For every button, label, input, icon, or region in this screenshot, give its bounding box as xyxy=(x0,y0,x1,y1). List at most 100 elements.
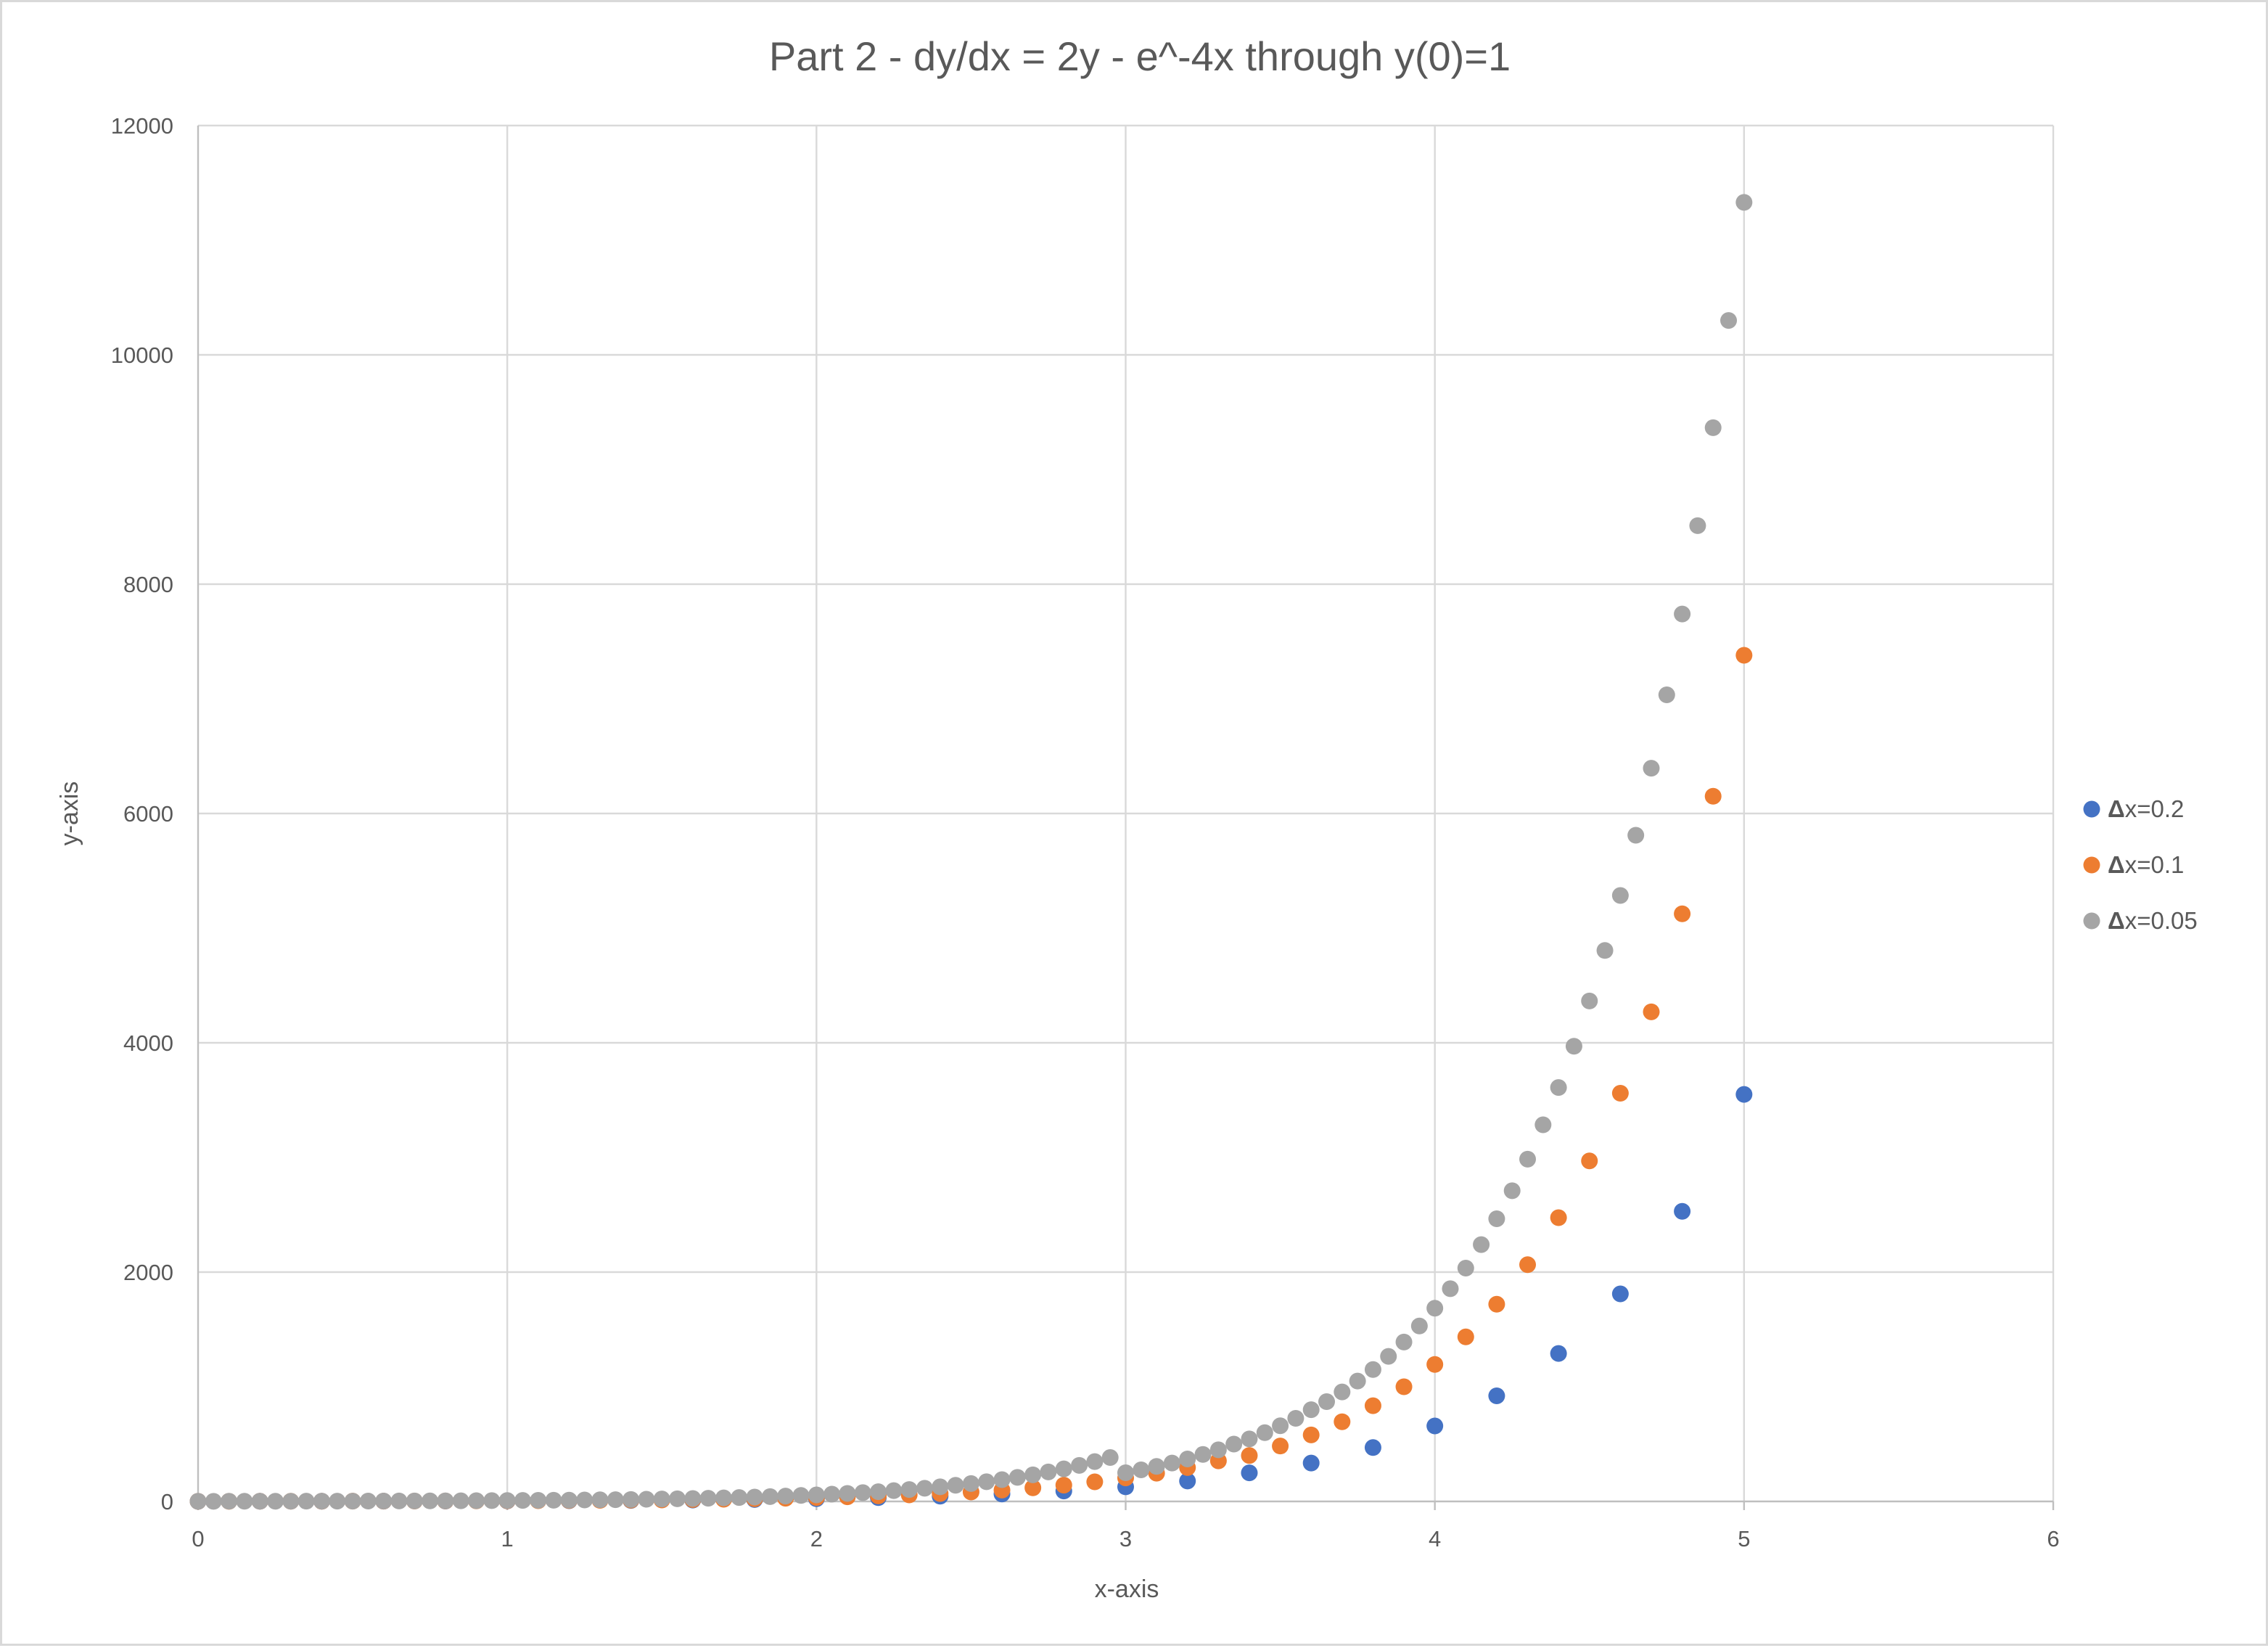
data-point xyxy=(1674,605,1691,623)
data-point xyxy=(267,1493,284,1510)
data-point xyxy=(1658,686,1675,703)
data-point xyxy=(422,1492,439,1509)
x-tick-label: 6 xyxy=(2047,1526,2059,1551)
data-point xyxy=(1302,1401,1320,1419)
data-point xyxy=(808,1486,825,1504)
data-point xyxy=(1442,1280,1459,1298)
data-point xyxy=(1302,1426,1320,1443)
data-point xyxy=(1163,1454,1180,1472)
data-point xyxy=(1674,1202,1691,1220)
data-point xyxy=(993,1471,1011,1488)
data-point xyxy=(1426,1356,1444,1373)
axes: 0 2000 4000 6000 8000 10000 12000 0 1 2 3 4 5 6 xyxy=(111,113,2060,1551)
data-point xyxy=(1596,942,1614,959)
data-point xyxy=(653,1491,670,1508)
data-point xyxy=(498,1492,516,1509)
data-point xyxy=(1194,1446,1212,1463)
data-point xyxy=(1689,517,1706,534)
data-point xyxy=(1334,1383,1351,1401)
data-point xyxy=(576,1491,593,1509)
data-point xyxy=(978,1473,995,1491)
data-point xyxy=(313,1493,330,1510)
x-tick-label: 5 xyxy=(1738,1526,1750,1551)
data-point xyxy=(1133,1462,1150,1479)
data-point xyxy=(1055,1477,1072,1494)
y-tick-label: 6000 xyxy=(123,801,173,827)
data-point xyxy=(1704,787,1722,805)
data-point xyxy=(1024,1479,1042,1496)
data-point xyxy=(932,1478,949,1496)
data-point xyxy=(1550,1345,1567,1362)
data-point xyxy=(1272,1417,1289,1435)
data-point xyxy=(1735,194,1753,211)
data-point xyxy=(638,1491,655,1508)
series-3 xyxy=(189,194,1753,1510)
data-point xyxy=(777,1488,794,1505)
data-point xyxy=(1426,1417,1444,1435)
data-point xyxy=(1643,1003,1660,1020)
data-point xyxy=(1241,1447,1258,1464)
data-point xyxy=(684,1490,702,1507)
data-point xyxy=(1209,1441,1227,1459)
data-point xyxy=(1364,1361,1381,1378)
data-point xyxy=(746,1488,763,1506)
data-point xyxy=(1179,1451,1196,1468)
legend-delta-symbol: Δ xyxy=(2108,907,2125,934)
data-point xyxy=(1488,1210,1505,1228)
data-point xyxy=(1318,1393,1336,1411)
data-point xyxy=(669,1490,686,1507)
data-point xyxy=(1086,1453,1104,1470)
data-point xyxy=(1225,1435,1243,1453)
data-point xyxy=(1071,1456,1088,1474)
data-point xyxy=(189,1493,207,1510)
data-point xyxy=(545,1491,562,1509)
data-point xyxy=(1581,1152,1598,1170)
y-tick-label: 2000 xyxy=(123,1260,173,1285)
data-point xyxy=(205,1493,222,1510)
data-point xyxy=(823,1485,841,1503)
legend-item: Δx=0.2 xyxy=(2083,795,2184,822)
x-tick-label: 4 xyxy=(1429,1526,1441,1551)
data-point xyxy=(297,1493,315,1510)
data-point xyxy=(1627,827,1645,844)
data-point xyxy=(1024,1466,1042,1483)
data-point xyxy=(1055,1460,1072,1477)
data-point xyxy=(1519,1256,1537,1274)
data-point xyxy=(1473,1236,1490,1253)
data-point xyxy=(854,1484,871,1501)
legend-item: Δx=0.1 xyxy=(2083,851,2185,878)
data-point xyxy=(1426,1300,1444,1317)
legend-item: Δx=0.05 xyxy=(2083,907,2198,934)
x-axis-title: x-axis xyxy=(1095,1575,1159,1603)
series-2 xyxy=(189,647,1753,1510)
legend-label-text: x=0.1 xyxy=(2125,851,2185,878)
data-point xyxy=(1040,1463,1057,1480)
data-point xyxy=(1565,1038,1582,1055)
x-tick-label: 2 xyxy=(810,1526,823,1551)
data-point xyxy=(761,1488,778,1505)
data-point xyxy=(1735,647,1753,664)
data-point xyxy=(375,1492,393,1509)
data-point xyxy=(1488,1387,1505,1404)
data-point xyxy=(1179,1472,1196,1490)
data-point xyxy=(962,1475,979,1492)
data-point xyxy=(1457,1328,1474,1345)
legend-label: Δx=0.05 xyxy=(2108,907,2198,934)
series-1 xyxy=(189,1086,1753,1510)
data-point xyxy=(1581,992,1598,1009)
data-point xyxy=(1302,1454,1320,1472)
y-tick-label: 8000 xyxy=(123,572,173,597)
data-point xyxy=(1117,1464,1134,1481)
data-points xyxy=(189,194,1753,1510)
data-point xyxy=(1380,1348,1397,1365)
data-point xyxy=(1241,1464,1258,1482)
data-point xyxy=(1674,905,1691,922)
data-point xyxy=(1241,1430,1258,1448)
data-point xyxy=(468,1492,485,1509)
data-point xyxy=(1550,1079,1567,1096)
data-point xyxy=(282,1493,300,1510)
data-point xyxy=(900,1481,918,1499)
data-point xyxy=(452,1492,469,1509)
data-point xyxy=(1395,1378,1413,1395)
